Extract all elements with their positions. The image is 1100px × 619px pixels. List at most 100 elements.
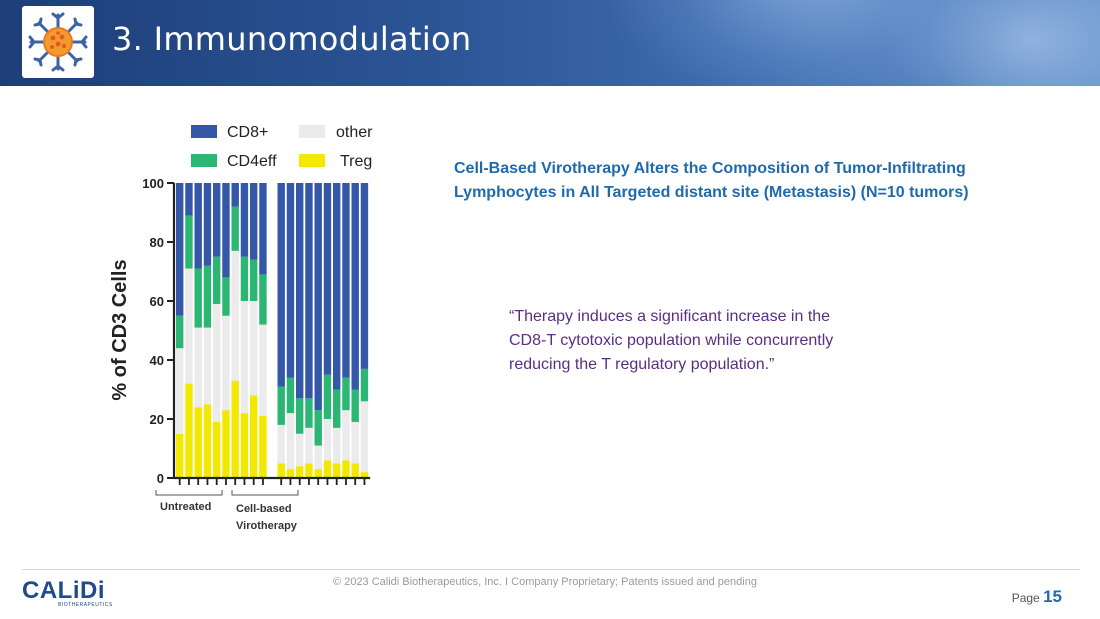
bar-6-cd4eff (222, 277, 230, 316)
bar-20-cd4eff (360, 368, 369, 402)
bar-7-cd8 (231, 183, 239, 207)
bar-19-treg (351, 463, 359, 478)
bar-17-cd8 (333, 183, 341, 390)
bar-18-other (342, 410, 350, 461)
page-number: Page 15 (1012, 587, 1062, 607)
bar-16-treg (323, 460, 332, 478)
legend-label-treg: Treg (340, 153, 372, 170)
bar-5-cd8 (213, 183, 221, 257)
bracket-untreated (155, 490, 223, 496)
bar-15-cd8 (314, 183, 322, 411)
bar-3-cd8 (194, 183, 202, 269)
bar-14-cd4eff (305, 398, 313, 428)
group-label-untreated: Untreated (160, 501, 211, 513)
bar-3-other (194, 327, 202, 408)
bar-2-treg (185, 383, 193, 478)
bar-17-other (333, 427, 341, 464)
bar-15-other (314, 445, 322, 470)
virus-logo-icon (28, 12, 88, 72)
legend-swatch-other (299, 125, 325, 138)
bar-13-treg (296, 466, 304, 478)
copyright-notice: © 2023 Calidi Biotherapeutics, Inc. I Co… (333, 576, 757, 588)
bar-2-other (185, 268, 193, 384)
bar-10-treg (259, 416, 267, 478)
bar-18-treg (342, 460, 350, 478)
bar-12-cd4eff (286, 377, 295, 414)
bar-17-treg (333, 463, 341, 478)
bar-1-cd4eff (176, 315, 184, 349)
bar-6-other (222, 315, 230, 411)
bar-12-other (286, 413, 295, 470)
bracket-virotherapy (231, 490, 299, 496)
bar-10-cd4eff (259, 274, 267, 325)
bar-12-treg (286, 469, 295, 478)
stacked-bar-chart: CD8+ other CD4eff Treg % of CD3 Cells 0 2… (109, 124, 373, 532)
bar-11-cd4eff (277, 386, 285, 425)
legend: CD8+ other CD4eff Treg (191, 124, 373, 170)
bar-1-treg (176, 433, 184, 478)
calidi-logo: CALiDi BIOTHERAPEUTICS (22, 578, 112, 610)
bar-6-cd8 (222, 183, 230, 278)
y-tick-label: 80 (150, 235, 164, 250)
banner-glow (600, 0, 1020, 86)
page-title: 3. Immunomodulation (112, 20, 472, 58)
legend-label-cd8: CD8+ (227, 124, 268, 141)
bar-16-cd8 (323, 183, 332, 375)
brand-subtitle: BIOTHERAPEUTICS (58, 602, 113, 608)
bar-7-other (231, 250, 239, 381)
footer-divider (22, 569, 1080, 570)
bar-9-cd4eff (250, 259, 258, 301)
bar-6-treg (222, 410, 230, 478)
legend-swatch-cd8 (191, 125, 217, 138)
bar-10-cd8 (259, 183, 267, 275)
bar-8-cd8 (240, 183, 249, 257)
legend-label-other: other (336, 124, 373, 141)
group-label-virotherapy: Cell-based Virotherapy (236, 503, 298, 532)
bar-1-other (176, 348, 184, 434)
bar-9-other (250, 301, 258, 396)
brand-name: CALiDi (22, 577, 105, 604)
y-tick-label: 40 (150, 353, 164, 368)
bar-5-treg (213, 421, 221, 478)
bar-13-other (296, 433, 304, 467)
bar-4-cd4eff (203, 265, 212, 328)
bar-15-cd4eff (314, 410, 322, 446)
therapy-quote: “Therapy induces a significant increase … (509, 308, 834, 373)
bar-15-treg (314, 469, 322, 478)
bar-20-other (360, 401, 369, 473)
bar-17-cd4eff (333, 389, 341, 428)
bar-18-cd8 (342, 183, 350, 378)
bar-3-cd4eff (194, 268, 202, 328)
bar-4-cd8 (203, 183, 212, 266)
legend-swatch-treg (299, 154, 325, 167)
y-tick-label: 100 (142, 176, 164, 191)
bar-11-cd8 (277, 183, 285, 387)
bar-12-cd8 (286, 183, 295, 378)
page-number-value: 15 (1043, 587, 1062, 606)
bar-14-treg (305, 463, 313, 478)
bar-16-other (323, 419, 332, 461)
logo-box (22, 6, 94, 78)
y-tick-label: 20 (150, 412, 164, 427)
chart-caption-heading: Cell-Based Virotherapy Alters the Compos… (454, 160, 969, 201)
bar-14-other (305, 427, 313, 464)
page-label: Page (1011, 591, 1040, 605)
bar-7-cd4eff (231, 206, 239, 251)
bar-20-cd8 (360, 183, 369, 369)
bar-8-other (240, 301, 249, 414)
bar-7-treg (231, 380, 239, 478)
legend-swatch-cd4eff (191, 154, 217, 167)
bar-3-treg (194, 407, 202, 478)
bar-13-cd4eff (296, 398, 304, 434)
bar-19-other (351, 421, 359, 464)
bar-11-treg (277, 463, 285, 478)
bar-20-treg (360, 472, 369, 478)
bar-10-other (259, 324, 267, 417)
banner-glow-secondary (880, 0, 1100, 86)
bar-16-cd4eff (323, 374, 332, 419)
bar-13-cd8 (296, 183, 304, 399)
bar-1-cd8 (176, 183, 184, 316)
bar-11-other (277, 424, 285, 464)
bar-4-treg (203, 404, 212, 478)
plot-area: 0 20 40 60 80 100 (142, 176, 371, 486)
